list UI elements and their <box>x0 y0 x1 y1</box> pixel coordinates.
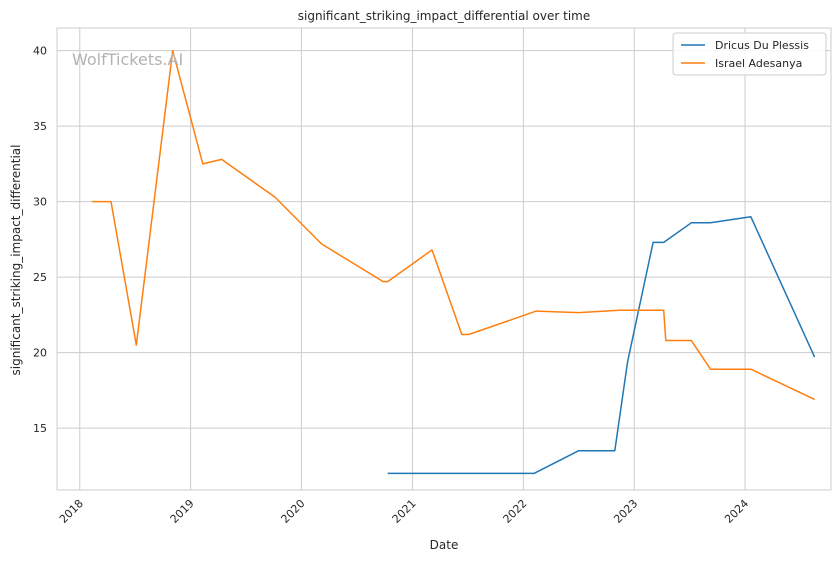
series-line-israel-adesanya <box>92 49 815 401</box>
y-tick-label: 30 <box>33 196 47 209</box>
chart-title: significant_striking_impact_differential… <box>298 9 590 23</box>
x-tick-label: 2023 <box>611 497 640 526</box>
y-tick-label: 40 <box>33 45 47 58</box>
y-tick-label: 20 <box>33 347 47 360</box>
legend-box <box>672 32 827 76</box>
legend-label-israel-adesanya: Israel Adesanya <box>715 57 802 70</box>
x-tick-label: 2021 <box>390 497 419 526</box>
series-line-dricus-du-plessis <box>387 215 816 475</box>
x-tick-label: 2024 <box>722 497 751 526</box>
x-tick-label: 2018 <box>57 497 86 526</box>
x-tick-label: 2022 <box>501 497 530 526</box>
legend-label-dricus-du-plessis: Dricus Du Plessis <box>715 39 809 52</box>
x-tick-label: 2020 <box>279 497 308 526</box>
y-tick-label: 35 <box>33 120 47 133</box>
y-axis-title: significant_striking_impact_differential <box>9 145 23 376</box>
y-tick-label: 25 <box>33 271 47 284</box>
x-axis-title: Date <box>430 538 459 552</box>
x-tick-label: 2019 <box>168 497 197 526</box>
plot-frame <box>56 27 832 491</box>
series-layer <box>92 49 816 475</box>
legend: Dricus Du Plessis Israel Adesanya <box>672 32 827 76</box>
watermark: WolfTickets.AI <box>72 50 183 69</box>
y-tick-label: 15 <box>33 422 47 435</box>
grid <box>57 28 831 490</box>
